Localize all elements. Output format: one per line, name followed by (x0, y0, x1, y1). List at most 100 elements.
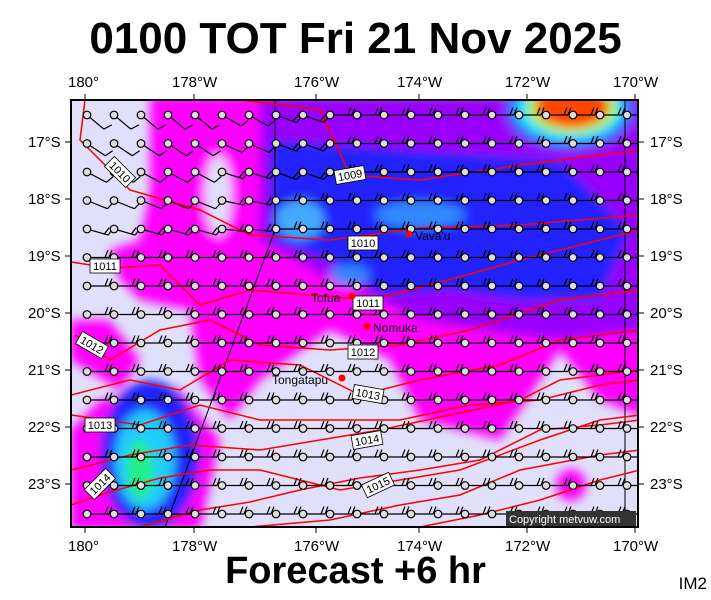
wind-barb (271, 420, 302, 433)
wind-barb (379, 192, 410, 205)
wind-barb (244, 223, 276, 234)
wind-barb (622, 338, 638, 348)
wind-barb (298, 420, 329, 433)
wind-barb (109, 110, 140, 130)
isobar-label: 1011 (352, 295, 384, 311)
wind-barb (271, 506, 302, 519)
wind-barb (406, 249, 437, 262)
wind-barb (622, 139, 638, 148)
lon-tick-bottom: 178°W (172, 538, 218, 555)
wind-barb (271, 249, 302, 262)
wind-barb (487, 392, 518, 405)
wind-barb (244, 110, 276, 127)
wind-barb (460, 506, 491, 519)
wind-barb (595, 135, 626, 148)
wind-barb (433, 306, 464, 319)
wind-barb (622, 452, 638, 462)
wind-barb (352, 192, 383, 205)
lat-tick-left: 23°S (28, 476, 61, 493)
wind-barb (379, 449, 410, 462)
copyright: Copyright metvuw.com (509, 514, 620, 526)
wind-barb (514, 221, 545, 234)
wind-barb (217, 306, 248, 319)
wind-barb (595, 449, 626, 462)
wind-barb (541, 164, 572, 177)
wind-barb (271, 335, 302, 348)
wind-barb (136, 249, 167, 262)
wind-barb (82, 278, 113, 291)
wind-barb (595, 249, 626, 262)
wind-barb (514, 192, 545, 205)
lat-tick-right: 22°S (650, 419, 683, 436)
wind-barb (514, 135, 545, 148)
place-marker-nomuka (363, 322, 371, 330)
place-marker-tongatapu (338, 374, 346, 382)
wind-barb (298, 167, 330, 181)
wind-barb (514, 363, 545, 376)
wind-barb (379, 420, 410, 433)
wind-barb (352, 335, 383, 348)
wind-barb (82, 449, 113, 462)
wind-barb (271, 221, 302, 234)
wind-barb (433, 164, 464, 177)
lat-tick-right: 20°S (650, 305, 683, 322)
wind-barb (514, 278, 545, 291)
map-title: 0100 TOT Fri 21 Nov 2025 (89, 14, 622, 63)
wind-barb (460, 164, 491, 177)
wind-barb (406, 506, 437, 519)
wind-barb (622, 367, 638, 376)
wind-barb (595, 477, 626, 490)
wind-barb (460, 107, 491, 120)
wind-barb (136, 420, 167, 433)
isobar-line (239, 100, 638, 181)
isobar-label: 1009 (333, 165, 367, 185)
wind-barb (190, 110, 221, 130)
place-label: Nomuka (373, 321, 418, 335)
wind-barb (163, 420, 194, 433)
wind-barb (433, 477, 464, 490)
wind-barb (541, 306, 572, 319)
wind-barb (325, 363, 356, 376)
wind-barb (406, 107, 437, 120)
wind-barb (406, 477, 437, 490)
wind-barbs (82, 107, 638, 519)
wind-barb (136, 392, 167, 405)
wind-barb (406, 192, 437, 205)
wind-barb (163, 335, 194, 348)
isobars (71, 100, 638, 527)
lat-tick-right: 23°S (650, 476, 683, 493)
wind-barb (433, 221, 464, 234)
wind-barb (298, 363, 329, 376)
wind-barb (298, 192, 329, 205)
wind-barb (109, 392, 140, 405)
wind-barb (595, 192, 626, 205)
svg-text:1011: 1011 (93, 261, 117, 273)
lon-tick-bottom: 180° (68, 538, 100, 555)
wind-barb (352, 278, 383, 291)
place-marker-tofua (348, 292, 356, 300)
wind-barb (298, 392, 329, 405)
isobar-label: 1013 (351, 384, 385, 404)
wind-barb (568, 192, 599, 205)
wind-barb (487, 278, 518, 291)
wind-barb (541, 278, 572, 291)
wind-barb (82, 392, 113, 405)
wind-barb (568, 107, 599, 120)
wind-barb (244, 449, 275, 462)
wind-barb (406, 278, 437, 291)
isobar-line (71, 379, 638, 426)
isobar-label: 1012 (347, 344, 379, 360)
wind-barb (460, 306, 491, 319)
svg-text:1012: 1012 (351, 347, 375, 359)
wind-barb (217, 392, 248, 405)
wind-barb (595, 363, 626, 376)
wind-barb (136, 110, 167, 130)
wind-barb (379, 249, 410, 262)
wind-barb (622, 253, 638, 262)
wind-barb (595, 420, 626, 433)
wind-barb (622, 196, 638, 205)
wind-barb (82, 363, 113, 376)
wind-barb (541, 192, 572, 205)
wind-barb (541, 221, 572, 234)
